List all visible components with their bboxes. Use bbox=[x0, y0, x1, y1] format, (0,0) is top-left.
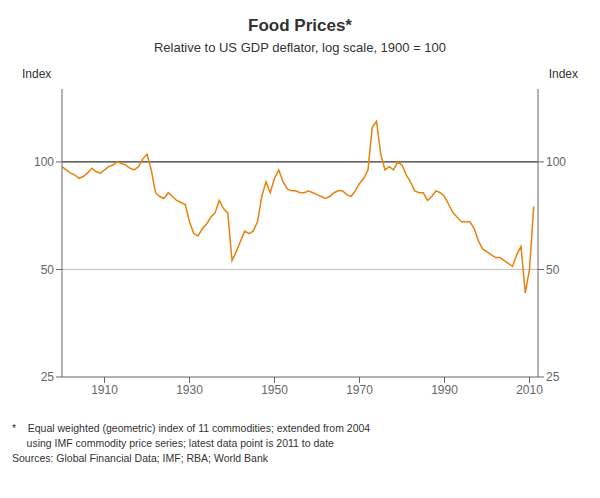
svg-text:100: 100 bbox=[546, 155, 566, 169]
svg-text:25: 25 bbox=[546, 370, 560, 384]
svg-text:100: 100 bbox=[34, 155, 54, 169]
html-text:Index: Index bbox=[548, 67, 578, 81]
svg-text:1950: 1950 bbox=[261, 383, 288, 397]
svg-text:1910: 1910 bbox=[91, 383, 118, 397]
html-text:Index: Index bbox=[22, 67, 52, 81]
html-text:Food Prices*: Food Prices* bbox=[248, 16, 352, 35]
svg-text:50: 50 bbox=[41, 263, 55, 277]
html-text:* Equal weighted (geometric) i: * Equal weighted (geometric) index of 11… bbox=[12, 422, 371, 434]
svg-text:1930: 1930 bbox=[176, 383, 203, 397]
html-text:using IMF commodity price seri: using IMF commodity price series; latest… bbox=[12, 437, 334, 449]
svg-text:1970: 1970 bbox=[346, 383, 373, 397]
svg-text:1990: 1990 bbox=[431, 383, 458, 397]
html-text:Relative to US GDP deflator, l: Relative to US GDP deflator, log scale, … bbox=[154, 40, 446, 55]
svg-text:2010: 2010 bbox=[516, 383, 543, 397]
svg-text:50: 50 bbox=[546, 263, 560, 277]
html-text:Sources: Global Financial Data: Sources: Global Financial Data; IMF; RBA… bbox=[12, 452, 268, 464]
svg-text:25: 25 bbox=[41, 370, 55, 384]
